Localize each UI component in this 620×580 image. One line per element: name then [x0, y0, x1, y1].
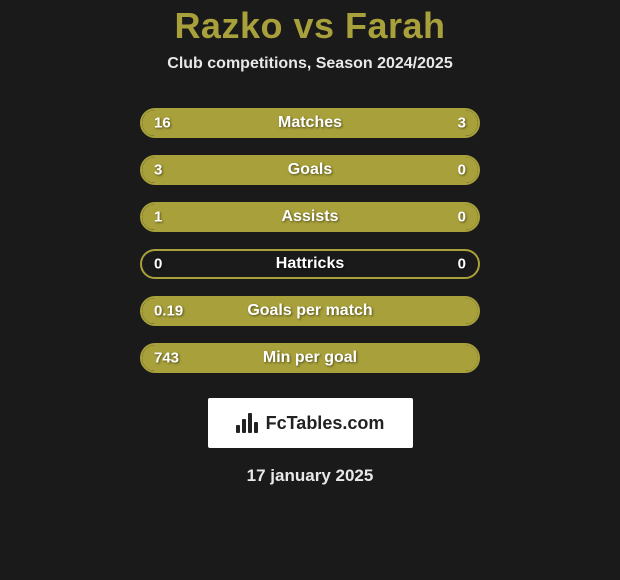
stat-value-right: 0: [458, 256, 466, 273]
stats-list: 16 3 Matches 3 0 Goals 1 0 Assists 0 0 Hattricks 0.1…: [140, 108, 480, 390]
stat-row: 16 3 Matches: [140, 108, 480, 138]
stat-fill-left: [142, 110, 404, 136]
date-label: 17 january 2025: [247, 466, 374, 486]
infographic-container: Razko vs Farah Club competitions, Season…: [0, 0, 620, 486]
stat-value-left: 3: [154, 162, 162, 179]
stat-row: 0 0 Hattricks: [140, 249, 480, 279]
page-title: Razko vs Farah: [174, 5, 445, 47]
stat-bar: 1 0 Assists: [140, 202, 480, 232]
stat-value-right: 3: [458, 115, 466, 132]
stat-value-right: 0: [458, 162, 466, 179]
stat-label: Goals: [288, 161, 332, 179]
stat-fill-right: [404, 110, 478, 136]
stat-value-left: 743: [154, 350, 179, 367]
stat-bar: 3 0 Goals: [140, 155, 480, 185]
logo-text: FcTables.com: [266, 413, 385, 434]
subtitle: Club competitions, Season 2024/2025: [167, 55, 452, 73]
stat-value-right: 0: [458, 209, 466, 226]
stat-bar: 16 3 Matches: [140, 108, 480, 138]
stat-row: 743 Min per goal: [140, 343, 480, 373]
stat-label: Min per goal: [263, 349, 357, 367]
stat-label: Matches: [278, 114, 342, 132]
stat-row: 0.19 Goals per match: [140, 296, 480, 326]
stat-bar: 743 Min per goal: [140, 343, 480, 373]
brand-logo[interactable]: FcTables.com: [208, 398, 413, 448]
stat-value-left: 0.19: [154, 303, 183, 320]
stat-row: 3 0 Goals: [140, 155, 480, 185]
stat-bar: 0.19 Goals per match: [140, 296, 480, 326]
stat-bar: 0 0 Hattricks: [140, 249, 480, 279]
stat-value-left: 16: [154, 115, 171, 132]
stat-label: Goals per match: [247, 302, 372, 320]
bar-chart-icon: [236, 413, 260, 433]
stat-value-left: 0: [154, 256, 162, 273]
stat-row: 1 0 Assists: [140, 202, 480, 232]
stat-label: Assists: [282, 208, 339, 226]
stat-label: Hattricks: [276, 255, 344, 273]
stat-value-left: 1: [154, 209, 162, 226]
